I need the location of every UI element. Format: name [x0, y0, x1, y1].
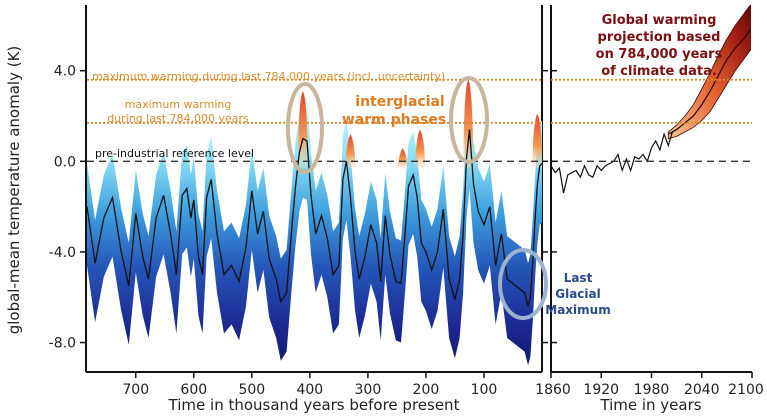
left-x-axis-title: Time in thousand years before present	[168, 396, 460, 414]
left-x-tick-label: 200	[413, 382, 440, 398]
y-tick-label: 4.0	[54, 64, 76, 80]
ref-label-preindustrial: pre-industrial reference level	[95, 147, 254, 160]
projection-label-line2: projection based	[598, 30, 721, 45]
interglacial-spike-1	[345, 134, 356, 169]
ref-label-max-incl-uncertainty: maximum warming during last 784,000 year…	[92, 70, 445, 83]
ref-label-max-line2: during last 784,000 years	[107, 112, 249, 125]
y-ticks: 4.0 0.0 -4.0 -8.0	[49, 64, 557, 352]
left-x-tick-label: 300	[355, 382, 382, 398]
interglacial-circle-125	[449, 76, 489, 164]
reference-lines	[87, 78, 752, 163]
interglacial-circle-400	[286, 82, 324, 174]
right-x-tick-label: 1920	[583, 382, 619, 398]
interglacial-spike-5	[532, 113, 542, 169]
projection-band-fill	[667, 5, 751, 140]
projection-label-line1: Global warming	[602, 13, 717, 28]
right-x-tick-label: 2040	[684, 382, 720, 398]
projection-center-line	[668, 28, 751, 135]
left-x-tick-label: 100	[471, 382, 498, 398]
right-x-tick-label: 1980	[634, 382, 670, 398]
left-panel	[85, 5, 543, 373]
y-tick-label: 0.0	[54, 154, 76, 170]
lgm-label-line1: Last	[564, 271, 593, 285]
interglacial-spike-2	[397, 147, 408, 169]
interglacial-spike-3	[415, 129, 426, 169]
projection-label-line4: of climate data.	[601, 64, 717, 79]
left-x-tick-label: 500	[238, 382, 265, 398]
lgm-label-line2: Glacial	[555, 287, 601, 301]
right-x-tick-label: 1860	[535, 382, 571, 398]
right-x-axis-title: Time in years	[599, 396, 701, 414]
paleo-temperature-line	[87, 129, 542, 307]
left-x-ticks: 700 600 500 400 300 200 100	[122, 372, 497, 398]
projection-band	[667, 5, 751, 140]
y-tick-label: -8.0	[49, 336, 76, 352]
projection-annotation: Global warming projection based on 784,0…	[596, 13, 723, 79]
projection-label-line3: on 784,000 years	[596, 47, 723, 62]
left-x-tick-label: 400	[296, 382, 323, 398]
left-x-tick-label: 600	[180, 382, 207, 398]
y-axis-title: global-mean temperature anomaly (K)	[5, 46, 23, 335]
interglacial-label-line1: interglacial	[355, 94, 444, 110]
paleo-series-line	[87, 129, 542, 307]
right-x-tick-label: 2100	[728, 382, 764, 398]
lgm-label-line3: Maximum	[545, 303, 610, 317]
lgm-circle	[498, 248, 548, 320]
left-x-tick-label: 700	[122, 382, 149, 398]
ref-label-max-line1: maximum warming	[125, 98, 232, 111]
right-x-ticks: 1860 1920 1980 2040 2100	[535, 372, 764, 398]
y-tick-label: -4.0	[49, 245, 76, 261]
interglacial-label-line2: warm phases	[342, 112, 446, 128]
